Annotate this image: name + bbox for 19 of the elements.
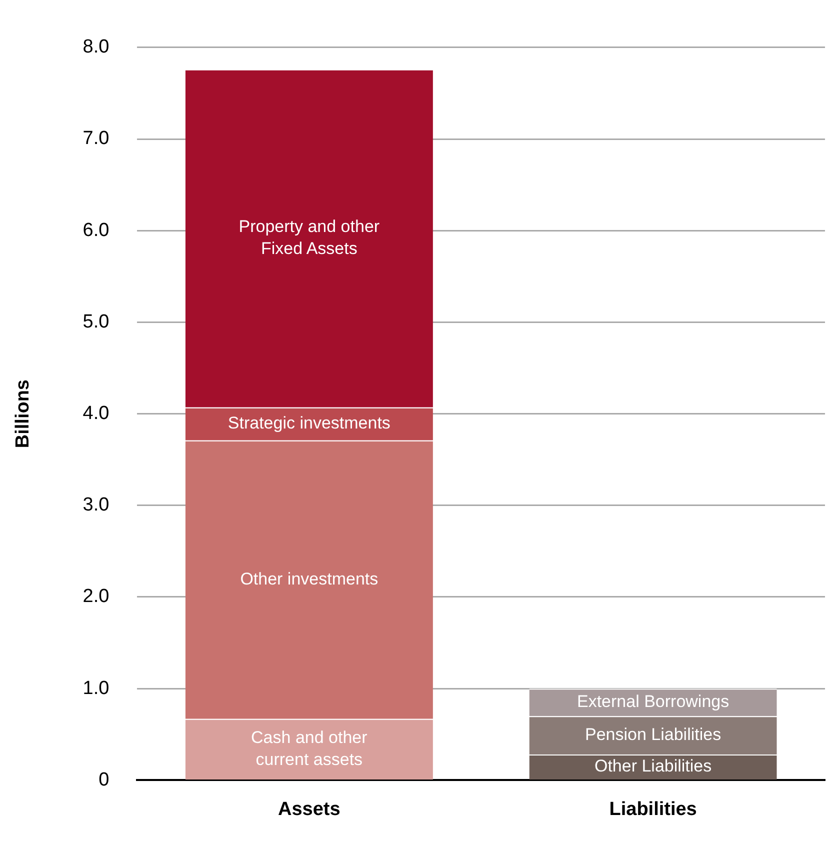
y-axis-title: Billions xyxy=(12,379,34,448)
y-tick-label: 7.0 xyxy=(82,128,110,150)
y-tick-label: 2.0 xyxy=(82,586,110,608)
x-tick-label: Assets xyxy=(278,798,340,820)
series-label: Property and other Fixed Assets xyxy=(238,217,380,258)
series-label: Other investments xyxy=(240,569,378,588)
y-tick-label: 3.0 xyxy=(82,494,110,516)
series-label: External Borrowings xyxy=(576,692,730,712)
y-tick-label: 0 xyxy=(98,769,110,790)
series-label: Pension Liabilities xyxy=(585,725,722,744)
y-tick-label: 8.0 xyxy=(82,36,110,58)
series-label: Other Liabilities xyxy=(594,756,712,776)
x-tick-label: Liabilities xyxy=(609,798,697,820)
y-tick-label: 5.0 xyxy=(82,311,110,332)
series-label: Strategic investments xyxy=(228,414,390,433)
y-tick-label: 1.0 xyxy=(82,678,110,699)
series-label: Cash and other current assets xyxy=(251,728,368,769)
y-tick-label: 4.0 xyxy=(82,403,110,424)
y-tick-label: 6.0 xyxy=(82,220,110,241)
